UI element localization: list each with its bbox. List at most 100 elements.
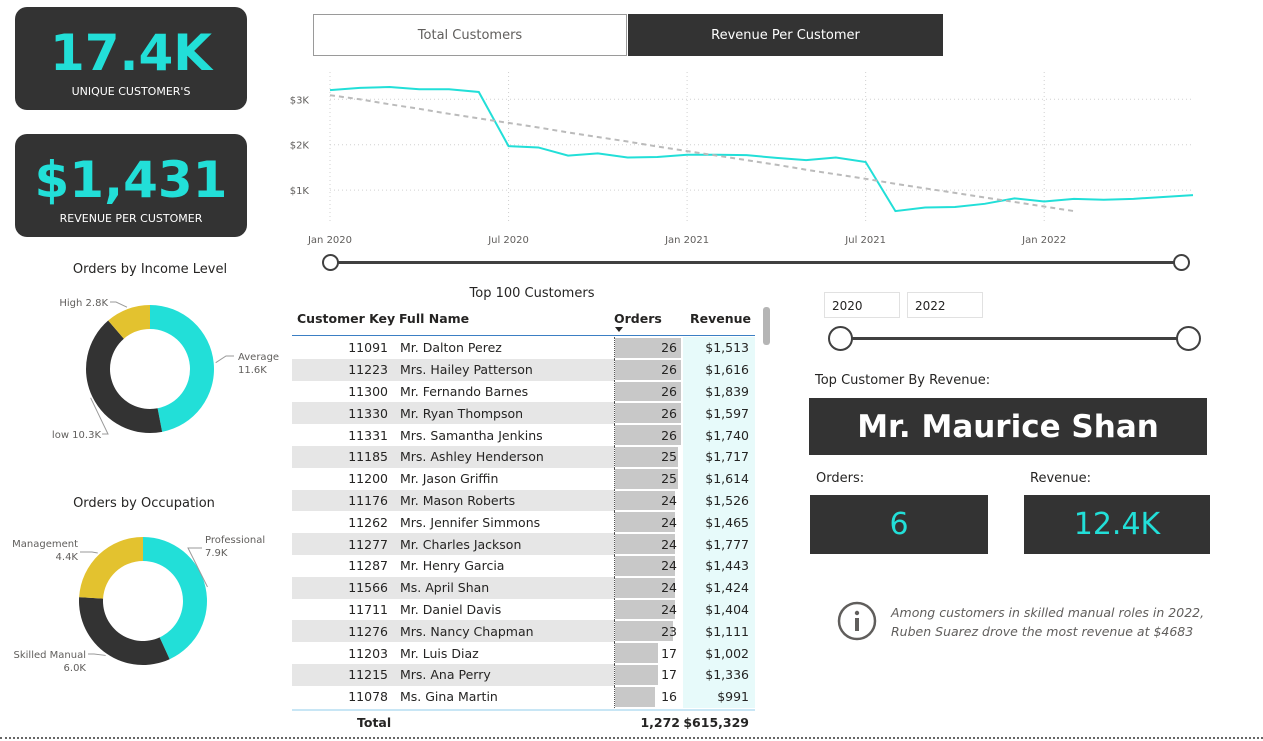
orders-databar bbox=[614, 425, 681, 445]
sort-desc-icon bbox=[615, 327, 623, 332]
insight-text: Among customers in skilled manual roles … bbox=[891, 603, 1204, 641]
table-row[interactable]: 11203 Mr. Luis Diaz 17 $1,002 bbox=[292, 642, 755, 664]
orders-value: 24 bbox=[661, 514, 677, 530]
donut-data-label: 6.0K bbox=[64, 663, 87, 674]
revenue-line-chart: $1K $2K $3K Jan 2020 Jul 2020 Jan 2021 Jul 202… bbox=[290, 72, 1194, 246]
tab-total-customers[interactable]: Total Customers bbox=[313, 14, 627, 56]
cell-orders: 24 bbox=[613, 554, 683, 577]
donut-slice-average[interactable] bbox=[150, 305, 214, 432]
table-row[interactable]: 11176 Mr. Mason Roberts 24 $1,526 bbox=[292, 489, 755, 512]
table-row[interactable]: 11711 Mr. Daniel Davis 24 $1,404 bbox=[292, 598, 755, 621]
table-row[interactable]: 11566 Ms. April Shan 24 $1,424 bbox=[292, 576, 755, 599]
table-row[interactable]: 11331 Mrs. Samantha Jenkins 26 $1,740 bbox=[292, 424, 755, 446]
cell-customer-key: 11331 bbox=[348, 427, 388, 443]
year-slider-start-handle[interactable] bbox=[828, 326, 853, 351]
cell-orders: 26 bbox=[613, 358, 683, 381]
table-row[interactable]: 11078 Ms. Gina Martin 16 $991 bbox=[292, 685, 755, 708]
cell-orders: 24 bbox=[613, 576, 683, 599]
table-row[interactable]: 11300 Mr. Fernando Barnes 26 $1,839 bbox=[292, 380, 755, 403]
table-body: 11091 Mr. Dalton Perez 26 $1,513 11223 Mrs. H… bbox=[292, 337, 755, 708]
cell-full-name: Mr. Jason Griffin bbox=[400, 471, 499, 487]
orders-databar bbox=[614, 359, 681, 380]
cell-customer-key: 11330 bbox=[292, 402, 394, 425]
table-row[interactable]: 11185 Mrs. Ashley Henderson 25 $1,717 bbox=[292, 445, 755, 468]
table-row[interactable]: 11276 Mrs. Nancy Chapman 23 $1,111 bbox=[292, 620, 755, 643]
orders-value: 24 bbox=[661, 601, 677, 617]
cell-revenue: $1,002 bbox=[683, 642, 755, 664]
chart-range-track bbox=[331, 261, 1182, 264]
cell-full-name: Mrs. Samantha Jenkins bbox=[400, 427, 543, 443]
orders-value: 16 bbox=[661, 689, 677, 705]
income-donut-title: Orders by Income Level bbox=[72, 262, 228, 277]
donut-data-label: High 2.8K bbox=[59, 298, 108, 309]
table-row[interactable]: 11200 Mr. Jason Griffin 25 $1,614 bbox=[292, 467, 755, 490]
table-row[interactable]: 11215 Mrs. Ana Perry 17 $1,336 bbox=[292, 663, 755, 686]
cell-full-name: Mr. Dalton Perez bbox=[400, 340, 502, 356]
table-row[interactable]: 11223 Mrs. Hailey Patterson 26 $1,616 bbox=[292, 358, 755, 381]
table-row[interactable]: 11277 Mr. Charles Jackson 24 $1,777 bbox=[292, 533, 755, 555]
table-scrollbar[interactable] bbox=[763, 307, 770, 345]
cell-revenue: $1,443 bbox=[683, 554, 755, 577]
orders-value: 24 bbox=[661, 492, 677, 508]
table-row[interactable]: 11091 Mr. Dalton Perez 26 $1,513 bbox=[292, 337, 755, 359]
donut-leader-line bbox=[215, 355, 234, 364]
top-customer-orders-value: 6 bbox=[889, 507, 909, 542]
customer-table: 11091 Mr. Dalton Perez 26 $1,513 11223 Mrs. H… bbox=[292, 337, 755, 708]
orders-value: 24 bbox=[661, 536, 677, 552]
start-year-input[interactable]: 2020 bbox=[824, 292, 900, 318]
unique-customers-label: UNIQUE CUSTOMER'S bbox=[71, 85, 191, 98]
cell-customer-key: 11566 bbox=[292, 576, 394, 599]
chart-range-start-handle[interactable] bbox=[322, 254, 339, 271]
top-customer-revenue-value: 12.4K bbox=[1073, 507, 1161, 542]
tab-revenue-per-customer[interactable]: Revenue Per Customer bbox=[628, 14, 943, 56]
year-slider-end-handle[interactable] bbox=[1176, 326, 1201, 351]
cell-revenue: $1,526 bbox=[683, 489, 755, 512]
total-label: Total bbox=[357, 715, 392, 730]
donut-slice-high[interactable] bbox=[108, 305, 150, 339]
cell-customer-key: 11200 bbox=[348, 471, 388, 487]
cell-orders: 26 bbox=[613, 380, 683, 403]
cell-orders: 17 bbox=[613, 642, 683, 664]
year-slider-track bbox=[840, 337, 1188, 340]
cell-revenue: $1,111 bbox=[683, 620, 755, 643]
header-orders[interactable]: Orders bbox=[614, 311, 662, 326]
orders-value: 24 bbox=[661, 580, 677, 596]
donut-slice-low[interactable] bbox=[86, 320, 163, 433]
cell-customer-key: 11300 bbox=[348, 383, 388, 399]
donut-data-label: low 10.3K bbox=[52, 430, 102, 441]
orders-value: 17 bbox=[661, 645, 677, 661]
header-full-name[interactable]: Full Name bbox=[399, 311, 470, 326]
cell-orders: 26 bbox=[613, 337, 683, 359]
x-tick-label: Jan 2021 bbox=[664, 235, 709, 246]
table-row[interactable]: 11287 Mr. Henry Garcia 24 $1,443 bbox=[292, 554, 755, 577]
end-year-input[interactable]: 2022 bbox=[907, 292, 983, 318]
donut-data-label: Skilled Manual bbox=[14, 650, 87, 661]
orders-databar bbox=[614, 446, 678, 467]
table-row[interactable]: 11262 Mrs. Jennifer Simmons 24 $1,465 bbox=[292, 511, 755, 534]
donut-slice-management[interactable] bbox=[79, 537, 143, 599]
cell-customer-key: 11078 bbox=[348, 689, 388, 705]
cell-orders: 25 bbox=[613, 467, 683, 490]
donut-leader-line bbox=[80, 551, 98, 554]
cell-customer-key: 11287 bbox=[348, 558, 388, 574]
cell-revenue: $1,740 bbox=[683, 424, 755, 446]
y-tick-label: $1K bbox=[290, 186, 310, 197]
top-customer-revenue-card: 12.4K bbox=[1024, 495, 1210, 554]
donut-leader-line bbox=[187, 547, 208, 588]
donut-slice-skilled-manual[interactable] bbox=[79, 597, 170, 665]
donut-slice-professional[interactable] bbox=[143, 537, 207, 660]
cell-orders: 25 bbox=[613, 445, 683, 468]
header-revenue[interactable]: Revenue bbox=[690, 311, 752, 326]
cell-full-name: Ms. Gina Martin bbox=[400, 689, 498, 705]
x-tick-label: Jul 2021 bbox=[844, 235, 886, 246]
table-row[interactable]: 11330 Mr. Ryan Thompson 26 $1,597 bbox=[292, 402, 755, 425]
top-customer-name-card: Mr. Maurice Shan bbox=[809, 398, 1207, 455]
orders-databar bbox=[614, 338, 681, 358]
chart-range-end-handle[interactable] bbox=[1173, 254, 1190, 271]
revenue-per-customer-label: REVENUE PER CUSTOMER bbox=[59, 212, 203, 225]
cell-customer-key: 11223 bbox=[292, 358, 394, 381]
orders-value: 26 bbox=[661, 340, 677, 356]
header-customer-key[interactable]: Customer Key bbox=[297, 311, 396, 326]
cell-full-name: Mrs. Ana Perry bbox=[394, 663, 614, 686]
orders-value: 25 bbox=[661, 449, 677, 465]
